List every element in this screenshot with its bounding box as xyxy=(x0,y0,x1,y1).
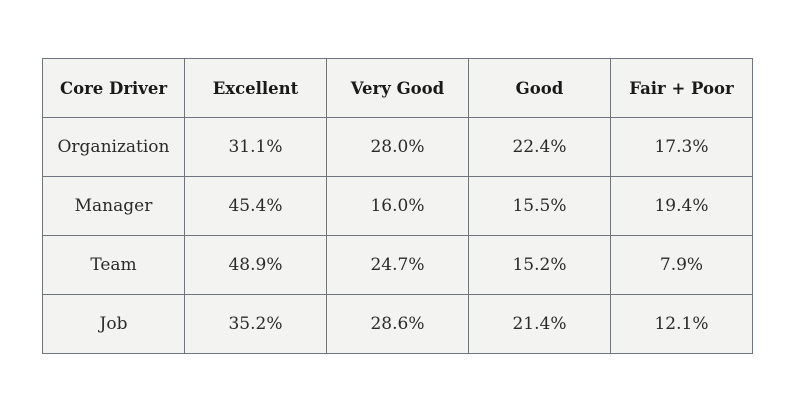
table-cell: 22.4% xyxy=(468,117,611,177)
row-label-job: Job xyxy=(42,294,185,354)
table-row: Job 35.2% 28.6% 21.4% 12.1% xyxy=(42,294,753,354)
header-good: Good xyxy=(468,58,611,118)
table-cell: 12.1% xyxy=(610,294,753,354)
row-label-team: Team xyxy=(42,235,185,295)
table-cell: 24.7% xyxy=(326,235,469,295)
table-cell: 35.2% xyxy=(184,294,327,354)
table-cell: 21.4% xyxy=(468,294,611,354)
table-cell: 7.9% xyxy=(610,235,753,295)
header-core-driver: Core Driver xyxy=(42,58,185,118)
table-cell: 19.4% xyxy=(610,176,753,236)
table-row: Organization 31.1% 28.0% 22.4% 17.3% xyxy=(42,117,753,177)
header-excellent: Excellent xyxy=(184,58,327,118)
table-cell: 15.5% xyxy=(468,176,611,236)
table-cell: 31.1% xyxy=(184,117,327,177)
core-driver-table: Core Driver Excellent Very Good Good Fai… xyxy=(42,58,753,354)
row-label-manager: Manager xyxy=(42,176,185,236)
table-cell: 17.3% xyxy=(610,117,753,177)
table-cell: 16.0% xyxy=(326,176,469,236)
header-fair-poor: Fair + Poor xyxy=(610,58,753,118)
table-cell: 28.6% xyxy=(326,294,469,354)
core-driver-table-container: Core Driver Excellent Very Good Good Fai… xyxy=(42,58,753,354)
table-row: Team 48.9% 24.7% 15.2% 7.9% xyxy=(42,235,753,295)
table-row: Manager 45.4% 16.0% 15.5% 19.4% xyxy=(42,176,753,236)
table-cell: 45.4% xyxy=(184,176,327,236)
table-header-row: Core Driver Excellent Very Good Good Fai… xyxy=(42,58,753,118)
table-cell: 15.2% xyxy=(468,235,611,295)
row-label-organization: Organization xyxy=(42,117,185,177)
header-very-good: Very Good xyxy=(326,58,469,118)
table-cell: 28.0% xyxy=(326,117,469,177)
table-cell: 48.9% xyxy=(184,235,327,295)
